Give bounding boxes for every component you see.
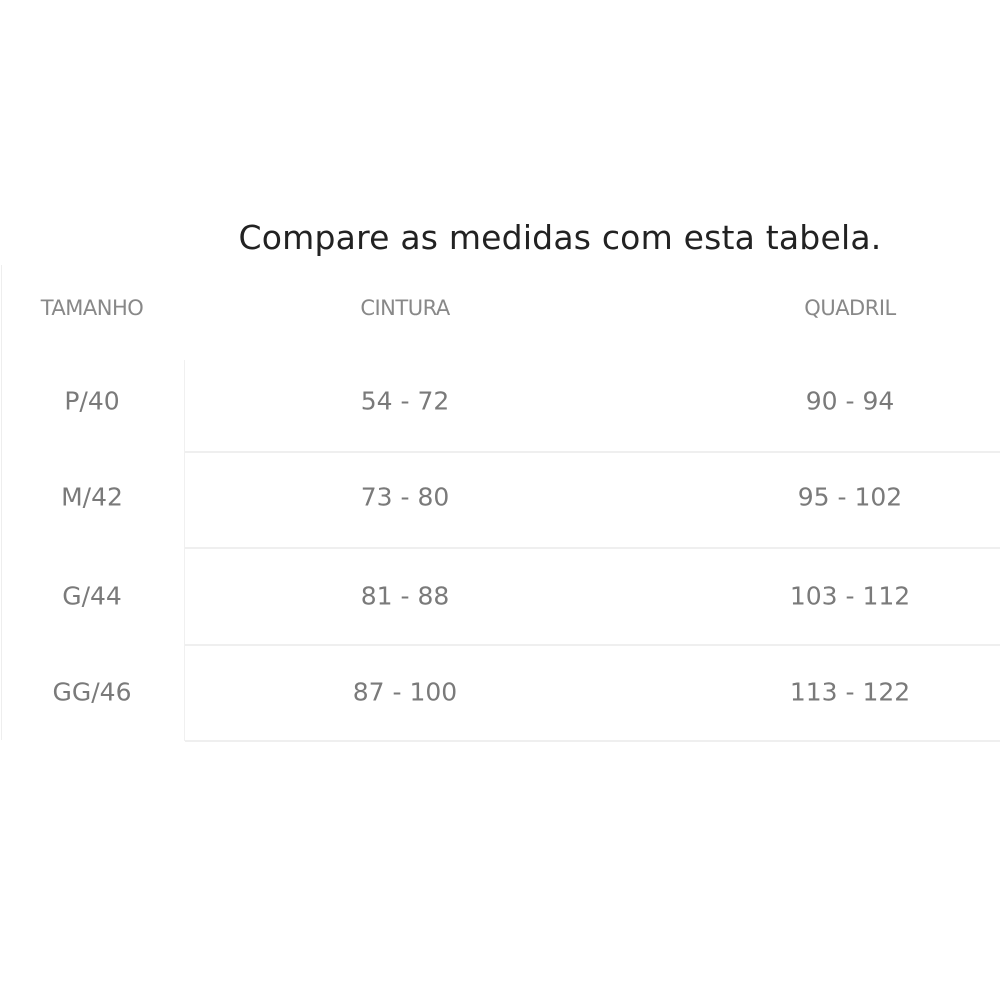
- size-cell: GG/46: [52, 677, 132, 707]
- header-tamanho: TAMANHO: [40, 296, 144, 320]
- waist-cell: 54 - 72: [360, 386, 450, 416]
- table-left-border: [1, 265, 2, 740]
- hip-cell: 113 - 122: [789, 677, 911, 707]
- row-divider: [185, 740, 1000, 742]
- size-cell: P/40: [64, 386, 120, 416]
- hip-cell: 103 - 112: [789, 581, 911, 611]
- hip-cell: 95 - 102: [797, 482, 903, 512]
- header-cintura: CINTURA: [360, 296, 450, 320]
- header-quadril: QUADRIL: [804, 296, 896, 320]
- waist-cell: 87 - 100: [352, 677, 458, 707]
- size-cell: M/42: [61, 482, 123, 512]
- row-divider: [185, 547, 1000, 549]
- row-divider: [185, 644, 1000, 646]
- hip-cell: 90 - 94: [805, 386, 895, 416]
- column-divider: [184, 360, 185, 741]
- size-cell: G/44: [62, 581, 122, 611]
- waist-cell: 73 - 80: [360, 482, 450, 512]
- row-divider: [185, 451, 1000, 453]
- page-title: Compare as medidas com esta tabela.: [238, 218, 882, 257]
- waist-cell: 81 - 88: [360, 581, 450, 611]
